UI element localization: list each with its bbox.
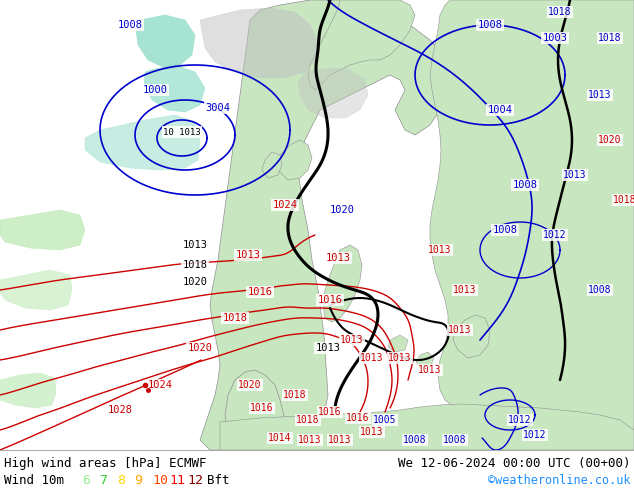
Polygon shape (430, 0, 634, 450)
Text: 1014: 1014 (268, 433, 292, 443)
Text: 1012: 1012 (508, 415, 532, 425)
Text: 1008: 1008 (588, 285, 612, 295)
Text: 1020: 1020 (188, 343, 212, 353)
Text: 1008: 1008 (403, 435, 427, 445)
Text: 1024: 1024 (273, 200, 297, 210)
Text: 1013: 1013 (563, 170, 586, 180)
Text: 1013: 1013 (298, 435, 321, 445)
Text: 1018: 1018 (283, 390, 307, 400)
Polygon shape (0, 373, 56, 408)
Text: 1013: 1013 (453, 285, 477, 295)
Text: 3004: 3004 (205, 103, 231, 113)
Text: Wind 10m: Wind 10m (4, 474, 64, 487)
Polygon shape (416, 352, 434, 368)
Polygon shape (144, 65, 205, 112)
Text: 1018: 1018 (598, 33, 622, 43)
Polygon shape (298, 68, 368, 118)
Text: 1020: 1020 (330, 205, 354, 215)
Polygon shape (453, 315, 490, 358)
Text: 1008: 1008 (117, 20, 143, 30)
Text: High wind areas [hPa] ECMWF: High wind areas [hPa] ECMWF (4, 457, 207, 470)
Text: 1013: 1013 (340, 335, 364, 345)
Text: 1008: 1008 (493, 225, 517, 235)
Text: 1013: 1013 (360, 427, 384, 437)
Polygon shape (85, 115, 200, 170)
Text: 1020: 1020 (183, 277, 207, 287)
Text: 1016: 1016 (318, 295, 342, 305)
Text: 1018: 1018 (548, 7, 572, 17)
Text: Bft: Bft (207, 474, 229, 487)
Text: 1013: 1013 (316, 343, 340, 353)
Polygon shape (200, 0, 450, 450)
Text: 1013: 1013 (388, 353, 411, 363)
Text: 1013: 1013 (183, 240, 207, 250)
Text: 1013: 1013 (428, 245, 452, 255)
Polygon shape (220, 404, 634, 450)
Text: 1024: 1024 (148, 380, 172, 390)
Text: 1018: 1018 (223, 313, 247, 323)
Text: 1013: 1013 (325, 253, 351, 263)
Text: 1016: 1016 (346, 413, 370, 423)
Text: 1013: 1013 (360, 353, 384, 363)
Text: 1013: 1013 (418, 365, 442, 375)
Polygon shape (0, 270, 72, 310)
Text: 1018: 1018 (613, 195, 634, 205)
Text: 1008: 1008 (443, 435, 467, 445)
Text: 1013: 1013 (448, 325, 472, 335)
Text: We 12-06-2024 00:00 UTC (00+00): We 12-06-2024 00:00 UTC (00+00) (398, 457, 630, 470)
Text: 1013: 1013 (328, 435, 352, 445)
Text: 6: 6 (82, 474, 90, 487)
Polygon shape (136, 15, 195, 68)
Polygon shape (323, 245, 362, 322)
Text: 1008: 1008 (477, 20, 503, 30)
Text: 10 1013: 10 1013 (163, 127, 201, 137)
Polygon shape (308, 0, 415, 90)
Text: 7: 7 (100, 474, 108, 487)
Text: 9: 9 (134, 474, 143, 487)
Polygon shape (276, 140, 312, 180)
Text: 1004: 1004 (488, 105, 512, 115)
Polygon shape (262, 152, 282, 178)
Text: 1016: 1016 (247, 287, 273, 297)
Text: 1012: 1012 (523, 430, 547, 440)
Text: 1020: 1020 (598, 135, 622, 145)
Text: 1018: 1018 (296, 415, 320, 425)
Text: 1012: 1012 (543, 230, 567, 240)
Text: 8: 8 (117, 474, 125, 487)
Text: 1016: 1016 (250, 403, 274, 413)
Text: 1005: 1005 (373, 415, 397, 425)
Text: 1013: 1013 (235, 250, 261, 260)
Text: 1020: 1020 (238, 380, 262, 390)
Text: 1013: 1013 (588, 90, 612, 100)
Text: 1003: 1003 (543, 33, 567, 43)
Text: 1018: 1018 (183, 260, 207, 270)
Text: 10: 10 (152, 474, 168, 487)
Text: 1028: 1028 (108, 405, 133, 415)
Text: 1008: 1008 (512, 180, 538, 190)
Polygon shape (200, 8, 318, 78)
Text: 11: 11 (169, 474, 186, 487)
Text: 12: 12 (187, 474, 203, 487)
Text: 1016: 1016 (318, 407, 342, 417)
Polygon shape (225, 370, 285, 450)
Polygon shape (0, 210, 85, 250)
Text: ©weatheronline.co.uk: ©weatheronline.co.uk (488, 474, 630, 487)
Polygon shape (388, 335, 408, 352)
Text: 1000: 1000 (143, 85, 167, 95)
